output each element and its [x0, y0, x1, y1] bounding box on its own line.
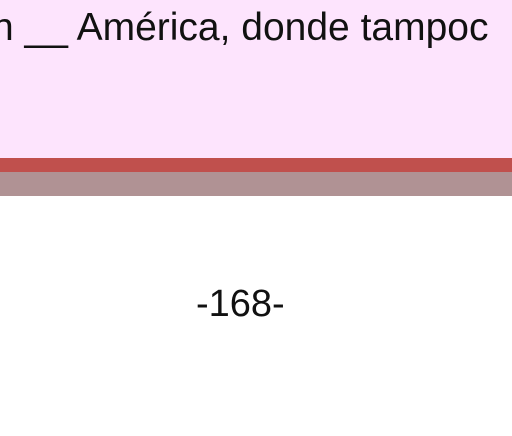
- text-panel: n __ América, donde tampoc: [0, 0, 512, 158]
- secondary-divider: [0, 172, 512, 196]
- accent-divider: [0, 158, 512, 172]
- document-text-line: n __ América, donde tampoc: [0, 6, 489, 49]
- page-number: -168-: [196, 283, 285, 325]
